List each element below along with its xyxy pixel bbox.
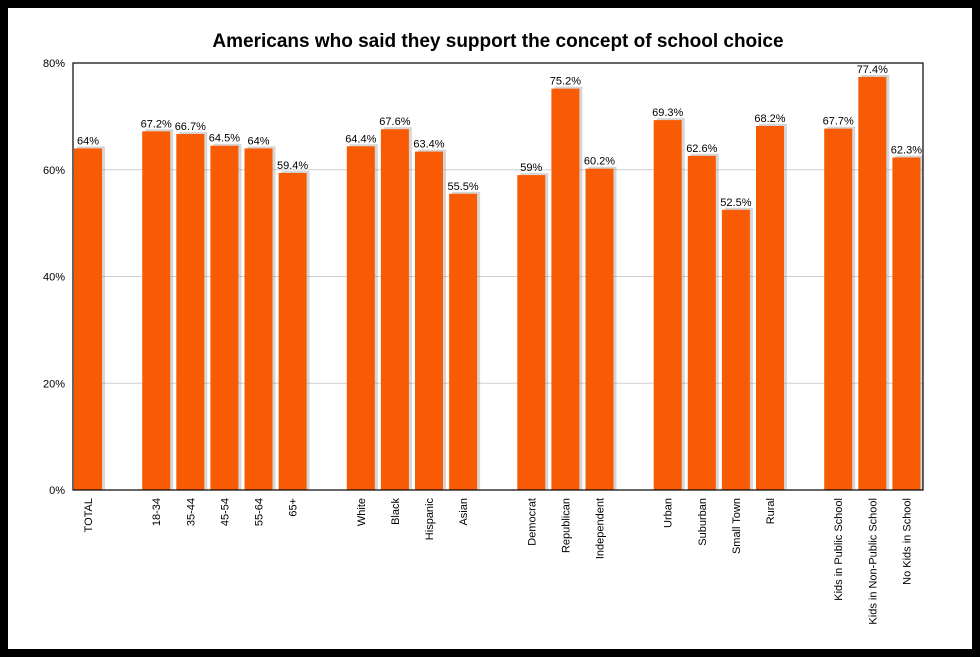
chart-frame: Americans who said they support the conc…: [8, 8, 972, 649]
data-label: 67.7%: [823, 116, 854, 128]
x-tick-label: 45-54: [219, 498, 231, 526]
bar: [756, 125, 784, 491]
chart-svg: Americans who said they support the conc…: [43, 31, 924, 625]
y-tick-label: 0%: [49, 485, 65, 497]
x-tick-label: Independent: [595, 498, 607, 559]
bar: [653, 120, 682, 490]
data-label: 69.3%: [652, 107, 683, 119]
bar: [687, 155, 716, 490]
data-label: 77.4%: [857, 64, 888, 76]
chart-title: Americans who said they support the conc…: [212, 31, 783, 52]
data-label: 67.2%: [141, 118, 172, 130]
data-label: 59%: [520, 162, 542, 174]
x-tick-label: Rural: [765, 498, 777, 524]
data-label: 62.6%: [686, 143, 717, 155]
bar: [176, 133, 205, 490]
plot-area-border: [72, 62, 924, 491]
data-label: 64.4%: [345, 133, 376, 145]
x-tick-label: No Kids in School: [901, 498, 913, 585]
data-label: 63.4%: [413, 139, 444, 151]
bar: [517, 175, 546, 490]
x-tick-label: Small Town: [731, 498, 743, 554]
x-tick-label: 55-64: [254, 498, 266, 526]
bar: [346, 146, 375, 490]
data-label: 64%: [77, 135, 99, 147]
data-label: 66.7%: [175, 121, 206, 133]
x-tick-label: Democrat: [526, 498, 538, 546]
data-label: 68.2%: [754, 113, 785, 125]
data-label: 55.5%: [447, 181, 478, 193]
x-tick-label: White: [356, 498, 368, 526]
data-label: 67.6%: [379, 116, 410, 128]
bar: [585, 168, 614, 490]
x-tick-label: Republican: [560, 498, 572, 553]
x-tick-label: Black: [390, 498, 402, 525]
x-tick-label: 18-34: [151, 498, 163, 526]
bar: [74, 148, 102, 490]
x-tick-label: 65+: [288, 498, 300, 517]
y-tick-label: 40%: [43, 272, 65, 284]
data-label: 75.2%: [550, 76, 581, 88]
y-tick-label: 60%: [43, 165, 65, 177]
bar: [142, 131, 171, 490]
x-tick-label: Urban: [663, 498, 675, 528]
y-tick-label: 80%: [43, 58, 65, 70]
x-tick-label: TOTAL: [83, 498, 95, 532]
bar: [858, 76, 887, 490]
bar: [892, 157, 921, 490]
x-tick-label: Suburban: [697, 498, 709, 546]
data-label: 64%: [247, 135, 269, 147]
bar: [415, 151, 443, 491]
x-tick-label: Hispanic: [424, 498, 436, 541]
data-label: 60.2%: [584, 156, 615, 168]
x-tick-label: Kids in Non-Public School: [867, 498, 879, 625]
bar: [449, 193, 478, 491]
x-tick-label: Kids in Public School: [833, 498, 845, 601]
data-label: 62.3%: [891, 144, 922, 156]
label-layer: 0% 20% 40% 60% 80% 64% TOTAL 67.2% 18-34 66.7% 35-…: [43, 58, 922, 625]
bar: [244, 148, 273, 490]
data-label: 64.5%: [209, 133, 240, 145]
bar-layer: [74, 74, 924, 491]
bar: [210, 145, 239, 490]
bar: [824, 128, 853, 490]
bar: [721, 209, 750, 490]
x-tick-label: Asian: [458, 498, 470, 526]
y-tick-label: 20%: [43, 378, 65, 390]
bar: [278, 172, 307, 490]
data-label: 52.5%: [720, 197, 751, 209]
x-tick-label: 35-44: [185, 498, 197, 526]
bar: [380, 129, 409, 490]
data-label: 59.4%: [277, 160, 308, 172]
bar: [551, 88, 580, 491]
